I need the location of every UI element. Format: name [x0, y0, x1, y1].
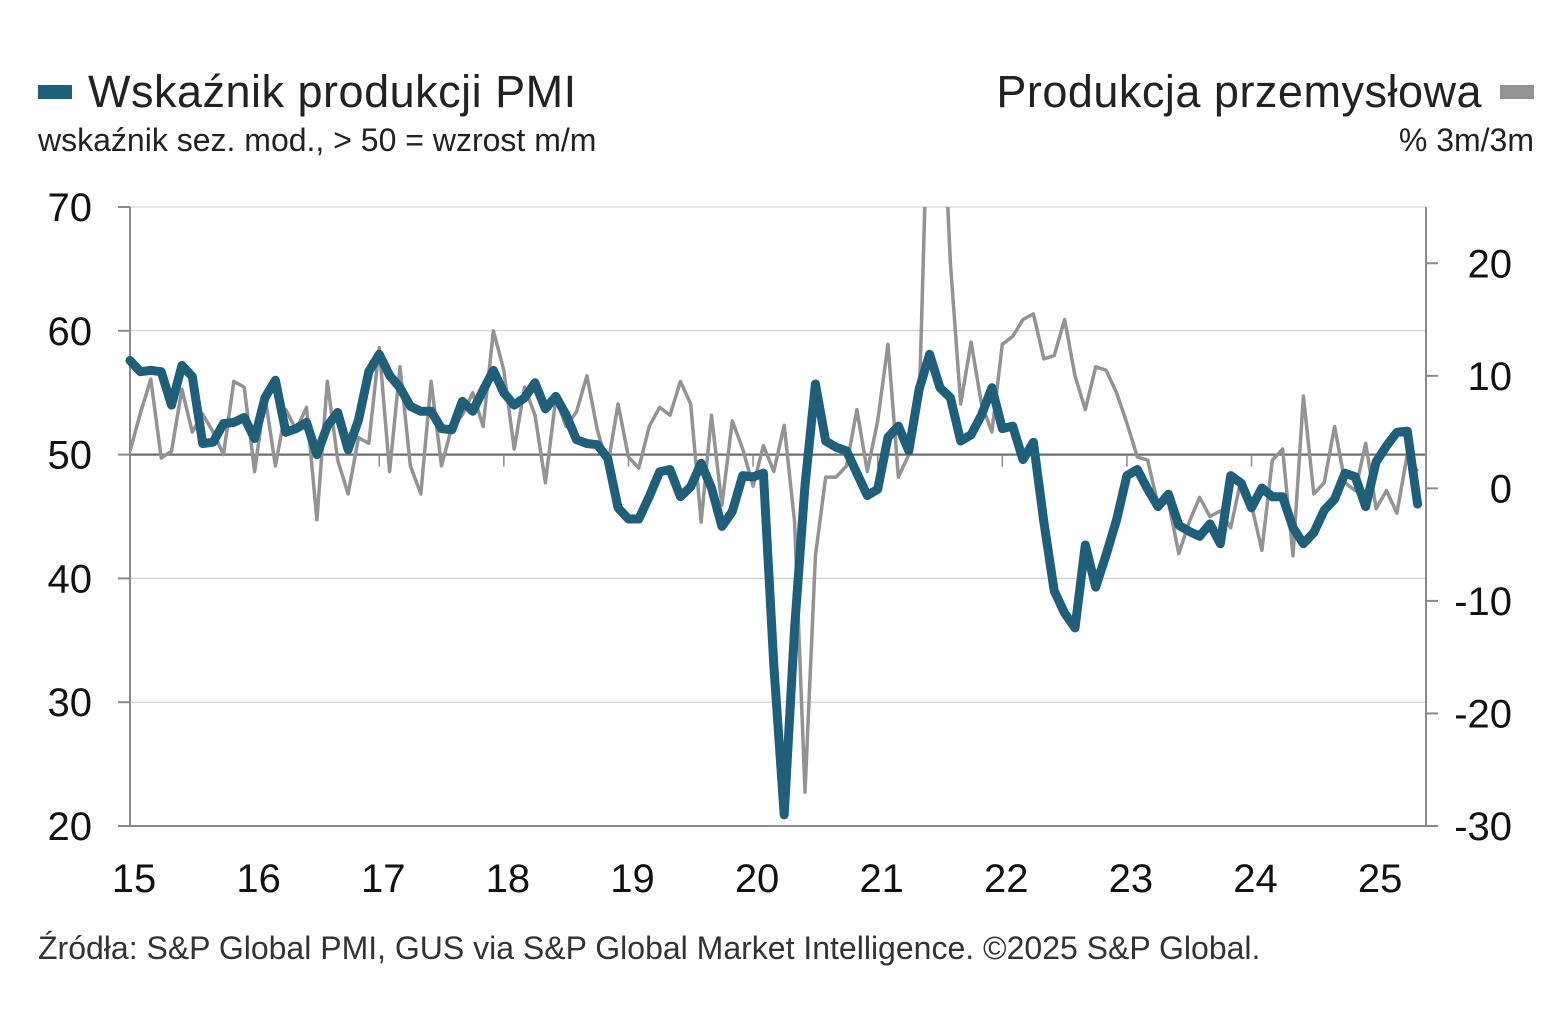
- x-axis-tick-label: 17: [361, 857, 406, 901]
- series-line-production: [130, 207, 1420, 794]
- right-axis-tick-label: 10: [1468, 355, 1513, 399]
- left-axis-tick-label: 60: [48, 310, 93, 354]
- x-axis-tick-label: 22: [984, 857, 1029, 901]
- x-axis-tick-label: 15: [112, 857, 157, 901]
- legend-swatch-production: [1500, 85, 1534, 99]
- x-axis-tick-label: 23: [1109, 857, 1154, 901]
- right-axis-tick-label: -20: [1454, 692, 1512, 736]
- right-axis-tick-label: 0: [1490, 467, 1512, 511]
- left-axis-tick-label: 20: [48, 805, 93, 849]
- legend-label-pmi: Wskaźnik produkcji PMI: [88, 66, 577, 117]
- right-axis-tick-label: -30: [1454, 805, 1512, 849]
- x-axis-tick-label: 18: [486, 857, 531, 901]
- left-axis-tick-label: 50: [48, 434, 93, 478]
- x-axis-tick-label: 21: [859, 857, 904, 901]
- right-axis-subtitle: % 3m/3m: [1398, 122, 1534, 158]
- left-axis-tick-label: 70: [48, 186, 93, 230]
- x-axis-tick-label: 25: [1358, 857, 1403, 901]
- x-axis-tick-label: 16: [236, 857, 281, 901]
- x-axis-tick-label: 19: [610, 857, 655, 901]
- source-note: Źródła: S&P Global PMI, GUS via S&P Glob…: [38, 930, 1261, 966]
- left-axis-tick-label: 40: [48, 557, 93, 601]
- series-line-pmi: [125, 349, 1423, 820]
- left-axis-tick-label: 30: [48, 681, 93, 725]
- right-axis-tick-label: -10: [1454, 580, 1512, 624]
- x-axis-tick-label: 24: [1233, 857, 1278, 901]
- right-axis-tick-label: 20: [1468, 242, 1513, 286]
- legend-right: Produkcja przemysłowa: [996, 66, 1534, 118]
- left-axis-subtitle: wskaźnik sez. mod., > 50 = wzrost m/m: [38, 122, 597, 158]
- x-axis-tick-label: 20: [735, 857, 780, 901]
- legend-swatch-pmi: [38, 85, 72, 99]
- legend-label-production: Produkcja przemysłowa: [996, 66, 1482, 117]
- legend-left: Wskaźnik produkcji PMI: [38, 66, 577, 118]
